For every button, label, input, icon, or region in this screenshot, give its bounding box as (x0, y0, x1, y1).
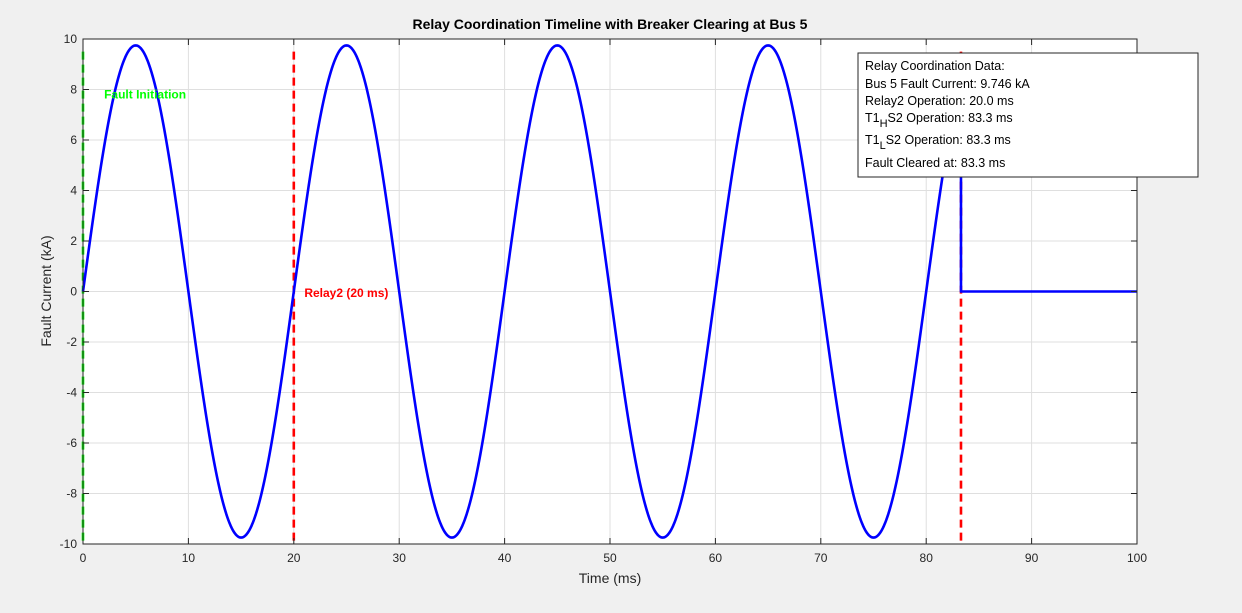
info-box-t1hs2: T1HS2 Operation: 83.3 ms (865, 111, 1013, 130)
x-tick-label: 100 (1127, 551, 1147, 565)
info-box-relay2: Relay2 Operation: 20.0 ms (865, 94, 1014, 108)
x-tick-label: 60 (709, 551, 723, 565)
info-box: Relay Coordination Data: Bus 5 Fault Cur… (857, 52, 1199, 178)
info-box-title: Relay Coordination Data: (865, 59, 1005, 73)
info-box-fault-current: Bus 5 Fault Current: 9.746 kA (865, 77, 1030, 91)
annotation-relay2: Relay2 (20 ms) (304, 286, 388, 300)
y-tick-label: 0 (70, 285, 77, 299)
y-tick-label: 2 (70, 234, 77, 248)
x-tick-label: 90 (1025, 551, 1039, 565)
y-tick-label: 6 (70, 133, 77, 147)
x-tick-label: 80 (920, 551, 934, 565)
y-tick-label: -8 (66, 487, 77, 501)
series-line-fault-current (81, 44, 1137, 539)
y-tick-label: 8 (70, 83, 77, 97)
x-tick-label: 0 (80, 551, 87, 565)
info-box-t1ls2: T1LS2 Operation: 83.3 ms (865, 133, 1011, 152)
x-tick-label: 50 (603, 551, 617, 565)
x-tick-label: 70 (814, 551, 828, 565)
y-tick-label: -10 (60, 537, 78, 551)
x-axis-label: Time (ms) (579, 570, 641, 586)
x-tick-label: 10 (182, 551, 196, 565)
chart-title: Relay Coordination Timeline with Breaker… (413, 16, 808, 32)
y-tick-label: -4 (66, 386, 77, 400)
x-tick-label: 30 (393, 551, 407, 565)
y-tick-label: -2 (66, 335, 77, 349)
y-axis-label: Fault Current (kA) (38, 235, 54, 346)
x-tick-label: 40 (498, 551, 512, 565)
x-tick-label: 20 (287, 551, 301, 565)
annotation-fault-initiation: Fault Initiation (104, 88, 186, 102)
y-tick-label: -6 (66, 436, 77, 450)
info-box-cleared: Fault Cleared at: 83.3 ms (865, 156, 1005, 170)
ticks: 0 10 20 30 40 50 60 70 80 90 100 -10 -8 -6 -4 -2 0 2 4 6 8 10 (60, 32, 1148, 565)
y-tick-label: 4 (70, 184, 77, 198)
y-tick-label: 10 (64, 32, 78, 46)
